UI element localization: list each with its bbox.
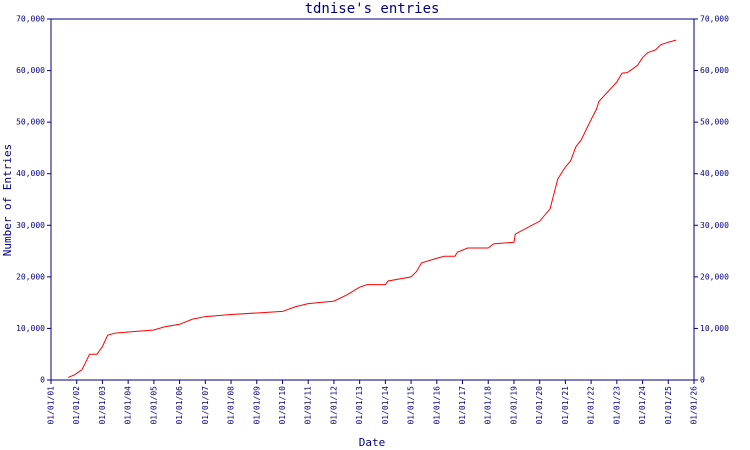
y-tick-label: 60,000: [16, 66, 45, 75]
x-tick-label: 01/01/01: [47, 386, 56, 425]
x-tick-label: 01/01/10: [278, 386, 287, 425]
x-tick-label: 01/01/20: [535, 386, 544, 425]
x-tick-label: 01/01/26: [690, 386, 699, 425]
plot-frame: [50, 18, 695, 381]
y-tick-label: 10,000: [16, 324, 45, 333]
x-tick-label: 01/01/02: [72, 386, 81, 425]
x-tick-label: 01/01/19: [509, 386, 518, 425]
x-tick-label: 01/01/05: [149, 386, 158, 425]
y-tick-label: 50,000: [16, 118, 45, 127]
x-tick-label: 01/01/07: [201, 386, 210, 425]
x-tick-label: 01/01/15: [407, 386, 416, 425]
y2-tick-label: 40,000: [700, 169, 729, 178]
x-tick-label: 01/01/08: [227, 386, 236, 425]
y2-tick-label: 20,000: [700, 272, 729, 281]
x-tick-label: 01/01/22: [587, 386, 596, 425]
x-tick-label: 01/01/13: [355, 386, 364, 425]
x-tick-label: 01/01/25: [664, 386, 673, 425]
y2-tick-label: 60,000: [700, 66, 729, 75]
x-tick-label: 01/01/12: [329, 386, 338, 425]
x-tick-label: 01/01/16: [432, 386, 441, 425]
y2-tick-label: 70,000: [700, 15, 729, 24]
y-tick-label: 20,000: [16, 272, 45, 281]
y-tick-label: 0: [40, 376, 45, 385]
x-tick-label: 01/01/23: [612, 386, 621, 425]
y-tick-label: 40,000: [16, 169, 45, 178]
x-tick-label: 01/01/24: [638, 386, 647, 425]
x-tick-label: 01/01/03: [98, 386, 107, 425]
x-axis-label: Date: [359, 436, 386, 449]
chart-title: tdnise's entries: [305, 1, 440, 17]
y2-tick-label: 0: [700, 376, 705, 385]
x-tick-label: 01/01/21: [561, 386, 570, 425]
x-tick-label: 01/01/06: [175, 386, 184, 425]
y-tick-label: 70,000: [16, 15, 45, 24]
y2-tick-label: 30,000: [700, 221, 729, 230]
y-axis-label: Number of Entries: [1, 144, 14, 257]
data-line: [67, 39, 677, 378]
x-tick-label: 01/01/04: [124, 386, 133, 425]
x-tick-label: 01/01/11: [304, 386, 313, 425]
y-tick-label: 30,000: [16, 221, 45, 230]
y2-tick-label: 10,000: [700, 324, 729, 333]
x-tick-label: 01/01/14: [381, 386, 390, 425]
y2-tick-label: 50,000: [700, 118, 729, 127]
x-tick-label: 01/01/09: [252, 386, 261, 425]
x-tick-label: 01/01/18: [484, 386, 493, 425]
x-tick-label: 01/01/17: [458, 386, 467, 425]
